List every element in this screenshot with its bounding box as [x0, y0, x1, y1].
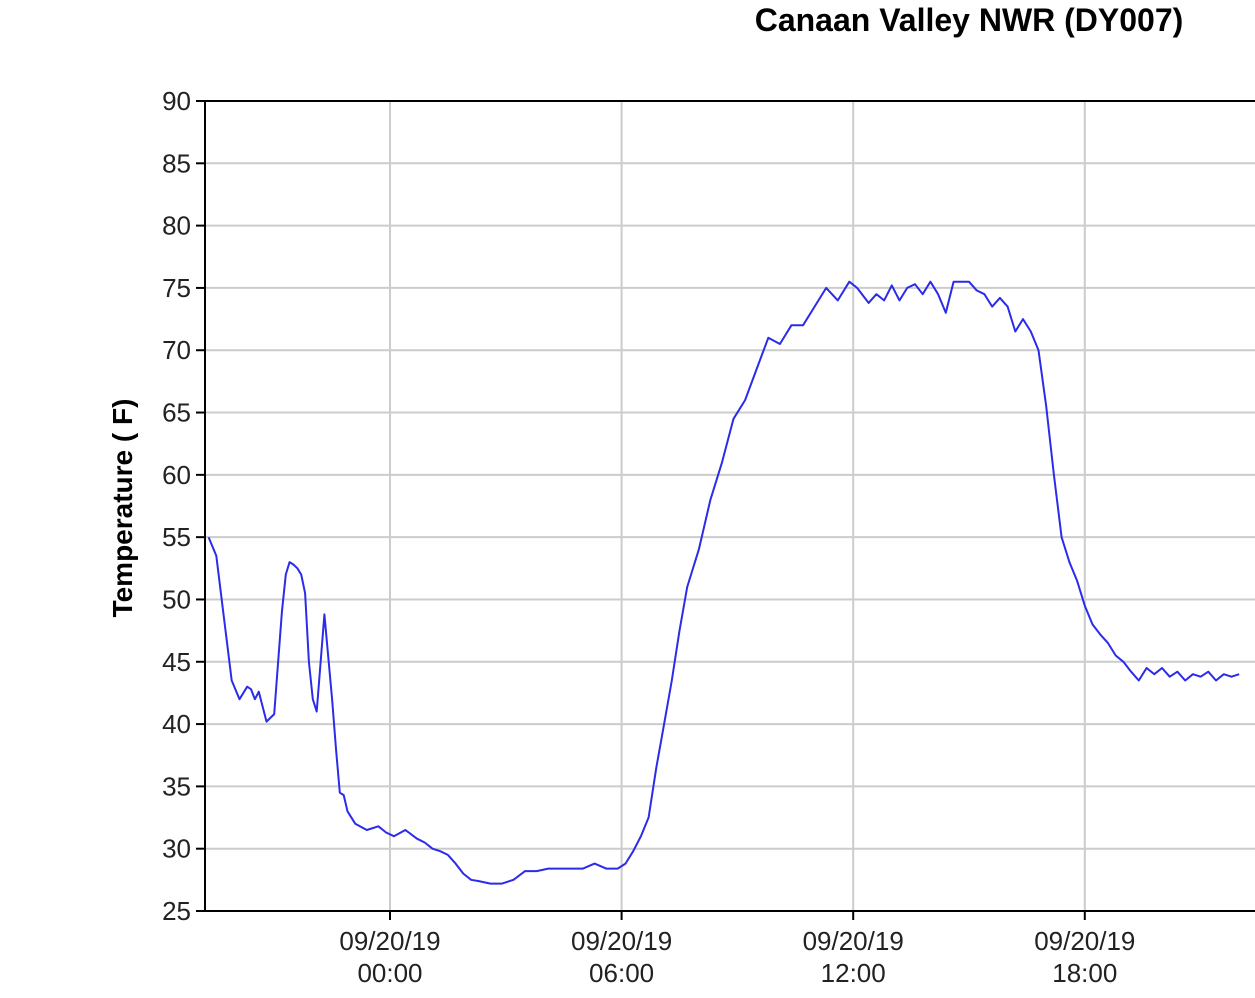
x-tick-label-time: 06:00 [589, 958, 654, 988]
axes [204, 100, 1255, 912]
gridlines [205, 101, 1255, 911]
y-axis-label: Temperature ( F) [107, 399, 138, 618]
x-tick-label-date: 09/20/19 [1034, 926, 1135, 956]
y-tick-label: 90 [162, 86, 191, 116]
y-tick-label: 40 [162, 709, 191, 739]
x-tick-label-date: 09/20/19 [571, 926, 672, 956]
x-tick-label-time: 12:00 [821, 958, 886, 988]
x-tick-label-date: 09/20/19 [339, 926, 440, 956]
y-tick-label: 65 [162, 398, 191, 428]
y-tick-label: 25 [162, 896, 191, 926]
y-tick-label: 50 [162, 584, 191, 614]
y-tick-label: 55 [162, 522, 191, 552]
x-axis-ticks: 09/20/1900:0009/20/1906:0009/20/1912:000… [339, 911, 1135, 988]
y-tick-label: 85 [162, 148, 191, 178]
y-tick-label: 30 [162, 834, 191, 864]
y-tick-label: 35 [162, 771, 191, 801]
y-tick-label: 60 [162, 460, 191, 490]
temperature-series-line [207, 280, 1240, 885]
y-tick-label: 70 [162, 335, 191, 365]
y-tick-label: 80 [162, 211, 191, 241]
chart-title: Canaan Valley NWR (DY007) [755, 2, 1184, 38]
y-axis-ticks: 25 30 35 40 45 50 55 60 65 70 75 80 85 90 [162, 86, 205, 926]
x-tick-label-date: 09/20/19 [803, 926, 904, 956]
x-tick-label-time: 00:00 [357, 958, 422, 988]
series-layer [207, 280, 1240, 885]
y-tick-label: 45 [162, 647, 191, 677]
x-tick-label-time: 18:00 [1052, 958, 1117, 988]
y-tick-label: 75 [162, 273, 191, 303]
